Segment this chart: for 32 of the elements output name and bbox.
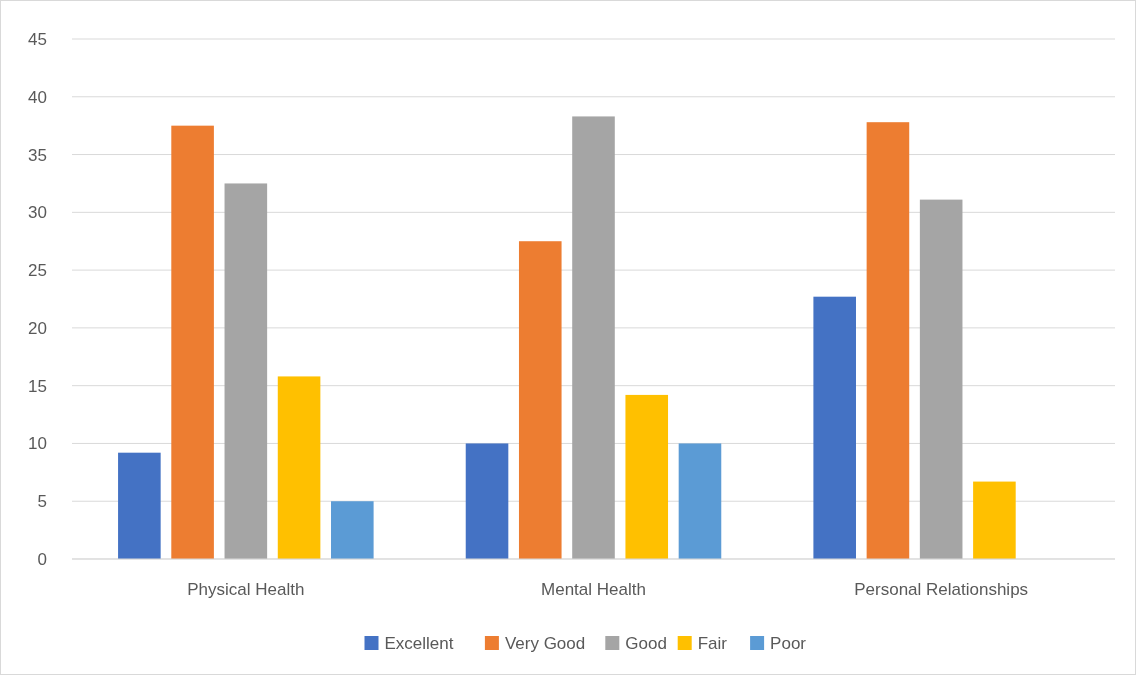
legend-label: Excellent [384,633,454,653]
bar [813,296,856,559]
y-tick-label: 20 [28,318,47,338]
bar [678,443,722,559]
y-tick-label: 40 [28,87,47,107]
bar [973,481,1016,559]
legend-label: Very Good [504,633,586,653]
bar [919,199,963,559]
x-tick-label: Physical Health [187,580,305,599]
y-tick-label: 35 [28,145,47,165]
legend-label: Fair [697,633,728,653]
y-tick-label: 45 [28,29,47,49]
bar [277,376,321,559]
y-tick-label: 0 [37,549,47,569]
y-tick-label: 15 [28,376,47,396]
bar [331,501,374,559]
bar [518,241,562,559]
bar [224,183,268,559]
y-tick-label: 5 [37,492,47,512]
y-tick-label: 25 [28,261,47,281]
bar [866,122,910,559]
y-tick-label: 10 [28,434,47,454]
bar [625,394,669,559]
legend-label: Poor [770,633,807,653]
bar [465,443,509,559]
bar [572,116,615,559]
bar [118,452,161,559]
legend-label: Good [625,633,667,653]
x-tick-label: Personal Relationships [854,580,1029,599]
y-tick-label: 30 [28,203,47,223]
bar [171,125,214,559]
x-tick-label: Mental Health [541,580,646,599]
